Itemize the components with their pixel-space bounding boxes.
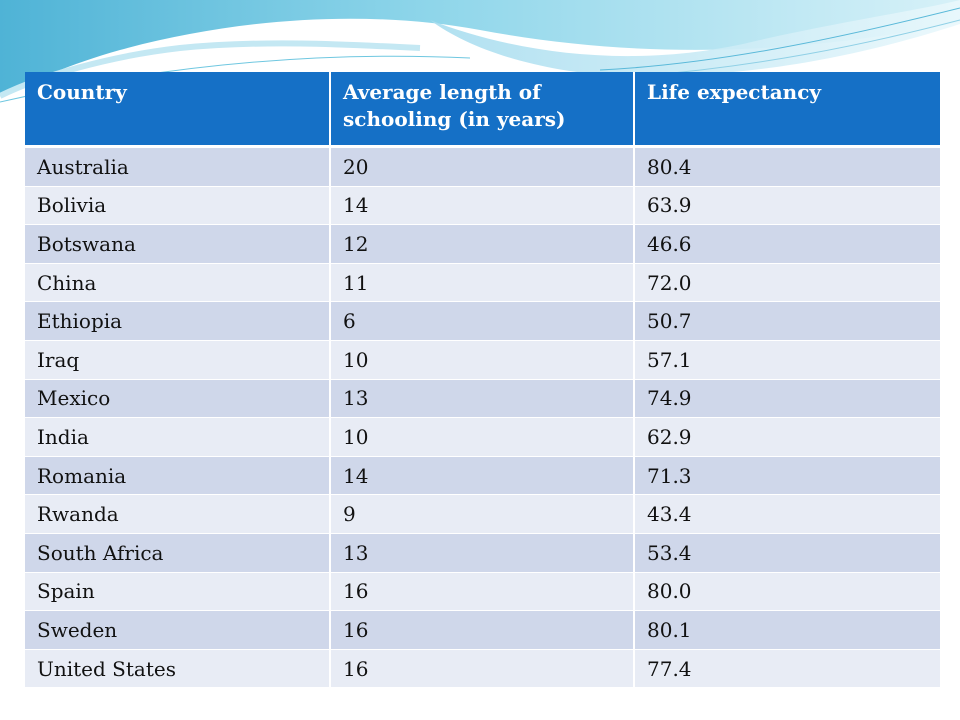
header-schooling: Average length of schooling (in years) xyxy=(331,72,635,148)
table-row: United States 16 77.4 xyxy=(25,649,940,689)
cell-life-expectancy: 57.1 xyxy=(635,340,940,380)
cell-schooling: 16 xyxy=(331,572,635,612)
cell-schooling: 9 xyxy=(331,495,635,534)
cell-schooling: 16 xyxy=(331,649,635,689)
table-row: Bolivia 14 63.9 xyxy=(25,186,940,226)
cell-country: China xyxy=(25,263,331,303)
table-row: South Africa 13 53.4 xyxy=(25,533,940,573)
cell-schooling: 12 xyxy=(331,225,635,264)
cell-country: India xyxy=(25,418,331,457)
table-row: Rwanda 9 43.4 xyxy=(25,495,940,534)
cell-country: Romania xyxy=(25,456,331,496)
cell-country: Botswana xyxy=(25,225,331,264)
cell-life-expectancy: 80.4 xyxy=(635,148,940,187)
cell-schooling: 10 xyxy=(331,340,635,380)
cell-schooling: 16 xyxy=(331,611,635,650)
cell-country: Australia xyxy=(25,148,331,187)
header-row: Country Average length of schooling (in … xyxy=(25,72,940,148)
table-row: Australia 20 80.4 xyxy=(25,148,940,187)
table-row: Mexico 13 74.9 xyxy=(25,379,940,419)
table-header: Country Average length of schooling (in … xyxy=(25,72,940,148)
table-row: China 11 72.0 xyxy=(25,263,940,303)
cell-life-expectancy: 71.3 xyxy=(635,456,940,496)
header-country: Country xyxy=(25,72,331,148)
cell-country: Bolivia xyxy=(25,186,331,226)
cell-schooling: 14 xyxy=(331,186,635,226)
cell-schooling: 14 xyxy=(331,456,635,496)
table-row: Iraq 10 57.1 xyxy=(25,340,940,380)
cell-schooling: 13 xyxy=(331,533,635,573)
cell-country: Mexico xyxy=(25,379,331,419)
cell-life-expectancy: 74.9 xyxy=(635,379,940,419)
cell-life-expectancy: 46.6 xyxy=(635,225,940,264)
cell-schooling: 6 xyxy=(331,302,635,341)
cell-life-expectancy: 62.9 xyxy=(635,418,940,457)
schooling-life-expectancy-table: Country Average length of schooling (in … xyxy=(25,72,940,689)
cell-country: Rwanda xyxy=(25,495,331,534)
cell-country: Ethiopia xyxy=(25,302,331,341)
cell-country: South Africa xyxy=(25,533,331,573)
cell-country: Spain xyxy=(25,572,331,612)
cell-life-expectancy: 80.1 xyxy=(635,611,940,650)
cell-schooling: 20 xyxy=(331,148,635,187)
cell-country: Iraq xyxy=(25,340,331,380)
cell-schooling: 11 xyxy=(331,263,635,303)
cell-life-expectancy: 43.4 xyxy=(635,495,940,534)
cell-life-expectancy: 50.7 xyxy=(635,302,940,341)
table-row: Spain 16 80.0 xyxy=(25,572,940,612)
cell-country: United States xyxy=(25,649,331,689)
cell-country: Sweden xyxy=(25,611,331,650)
cell-life-expectancy: 80.0 xyxy=(635,572,940,612)
cell-life-expectancy: 72.0 xyxy=(635,263,940,303)
table-row: India 10 62.9 xyxy=(25,418,940,457)
cell-schooling: 10 xyxy=(331,418,635,457)
table-row: Ethiopia 6 50.7 xyxy=(25,302,940,341)
table-row: Sweden 16 80.1 xyxy=(25,611,940,650)
cell-schooling: 13 xyxy=(331,379,635,419)
cell-life-expectancy: 63.9 xyxy=(635,186,940,226)
header-life-expectancy: Life expectancy xyxy=(635,72,940,148)
cell-life-expectancy: 53.4 xyxy=(635,533,940,573)
table-body: Australia 20 80.4 Bolivia 14 63.9 Botswa… xyxy=(25,148,940,689)
table-row: Botswana 12 46.6 xyxy=(25,225,940,264)
table-row: Romania 14 71.3 xyxy=(25,456,940,496)
cell-life-expectancy: 77.4 xyxy=(635,649,940,689)
